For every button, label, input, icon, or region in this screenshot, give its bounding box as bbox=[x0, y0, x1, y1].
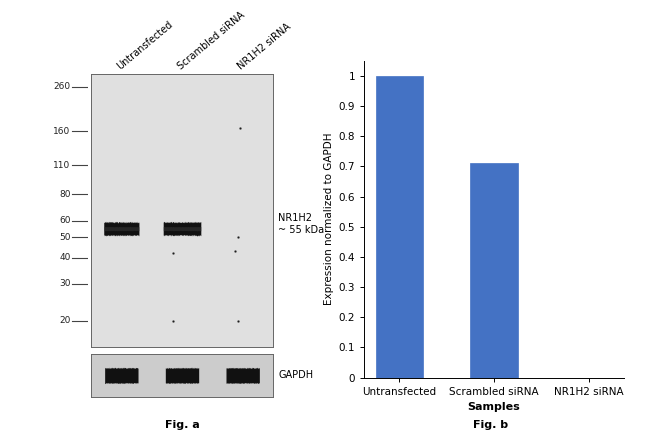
Text: 60: 60 bbox=[59, 216, 70, 225]
Text: 30: 30 bbox=[59, 279, 70, 289]
Text: 50: 50 bbox=[59, 233, 70, 242]
X-axis label: Samples: Samples bbox=[467, 402, 521, 412]
Text: Fig. a: Fig. a bbox=[164, 420, 200, 430]
Text: 160: 160 bbox=[53, 127, 70, 136]
Bar bbox=[471, 163, 517, 378]
Text: Fig. b: Fig. b bbox=[473, 420, 508, 430]
Text: 260: 260 bbox=[53, 82, 70, 91]
Y-axis label: Expression normalized to GAPDH: Expression normalized to GAPDH bbox=[324, 133, 334, 306]
Text: GAPDH: GAPDH bbox=[278, 370, 313, 381]
Text: 20: 20 bbox=[59, 316, 70, 326]
Text: 80: 80 bbox=[59, 190, 70, 199]
Text: Untransfected: Untransfected bbox=[115, 20, 174, 72]
Text: NR1H2 siRNA: NR1H2 siRNA bbox=[236, 22, 293, 72]
Text: Scrambled siRNA: Scrambled siRNA bbox=[176, 10, 246, 72]
Bar bbox=[376, 76, 423, 378]
Text: 40: 40 bbox=[59, 253, 70, 262]
Text: 110: 110 bbox=[53, 161, 70, 170]
Text: NR1H2
~ 55 kDa: NR1H2 ~ 55 kDa bbox=[278, 214, 324, 235]
